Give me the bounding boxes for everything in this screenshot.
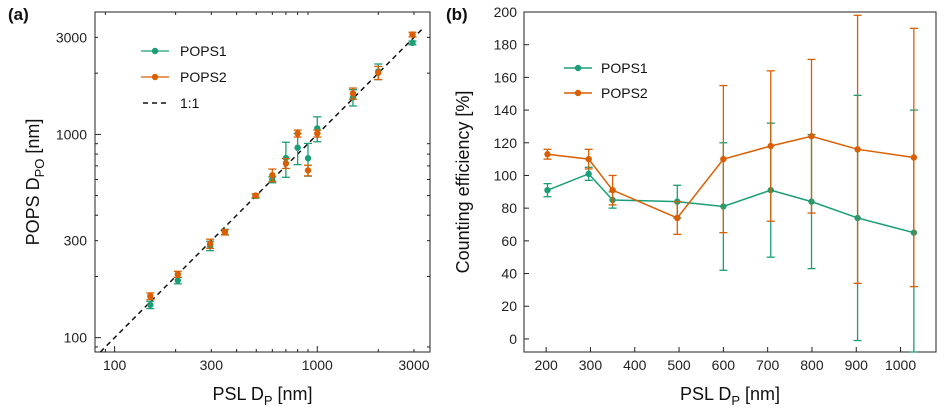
pops2-point-b (910, 154, 918, 161)
y-axis-title-a-main: POPS D (23, 177, 43, 245)
y-tick-label-b: 200 (494, 4, 518, 20)
pops2-point-a (174, 271, 182, 278)
panel-a-label: (a) (8, 5, 29, 24)
x-axis-title-b-unit: [nm] (740, 384, 780, 404)
pops2-point-a (269, 171, 276, 179)
legend-label-a-ref: 1:1 (180, 95, 200, 111)
pops2-point-b (767, 142, 774, 150)
pops1-point-a (174, 277, 182, 284)
pops2-point-b (854, 146, 861, 153)
pops2-point-a (206, 240, 214, 247)
y-tick-label-a: 1000 (56, 126, 87, 142)
pops1-point-b (585, 170, 592, 178)
panel-b-label: (b) (446, 5, 468, 24)
y-tick-label-b: 80 (501, 200, 517, 216)
legend-label-a-pops2: POPS2 (180, 69, 227, 85)
x-axis-title-b-subscript: P (731, 393, 740, 408)
x-tick-label-b: 200 (534, 357, 558, 373)
legend-marker-a-pops2 (151, 73, 159, 81)
pops2-point-a (314, 130, 321, 137)
y-tick-label-a: 100 (64, 330, 88, 346)
legend-label-b-pops1: POPS1 (601, 60, 648, 76)
x-tick-label-b: 400 (623, 357, 647, 373)
pops2-point-b (808, 133, 815, 140)
x-tick-label-a: 100 (103, 357, 127, 373)
y-axis-title-a: POPS DPO [nm] (23, 119, 47, 246)
pops2-point-b (544, 151, 551, 158)
legend-marker-b-pops2 (574, 89, 582, 97)
y-tick-label-b: 0 (509, 331, 517, 347)
x-tick-label-a: 1000 (302, 357, 333, 373)
x-tick-label-b: 600 (712, 357, 736, 373)
x-tick-label-b: 1000 (885, 357, 916, 373)
x-axis-title-a-unit: [nm] (273, 384, 313, 404)
y-tick-label-b: 60 (501, 233, 517, 249)
y-axis-title-a-unit: [nm] (23, 119, 43, 159)
legend-label-b-pops2: POPS2 (601, 85, 648, 101)
y-tick-label-b: 160 (494, 69, 518, 85)
y-tick-label-a: 3000 (56, 29, 87, 45)
y-tick-label-b: 120 (494, 135, 518, 151)
pops2-point-b (609, 186, 616, 194)
y-tick-label-a: 300 (64, 233, 88, 249)
x-tick-label-a: 3000 (398, 357, 429, 373)
pops2-point-a (304, 167, 312, 174)
x-axis-title-a-main: PSL D (212, 384, 263, 404)
x-tick-label-b: 800 (800, 357, 824, 373)
pops2-point-a (147, 292, 154, 300)
legend-marker-b-pops1 (574, 64, 582, 72)
reference-line-1-1 (99, 28, 423, 353)
pops1-point-a (147, 301, 154, 309)
x-tick-label-b: 700 (756, 357, 780, 373)
y-tick-label-b: 100 (494, 167, 518, 183)
y-tick-label-b: 140 (494, 102, 518, 118)
pops2-point-a (294, 130, 301, 137)
pops2-point-b (720, 155, 727, 163)
y-tick-label-b: 40 (501, 266, 517, 282)
y-axis-title-b: Counting efficiency [%] (453, 91, 473, 274)
x-tick-label-b: 300 (579, 357, 603, 373)
pops1-point-b (544, 186, 551, 194)
pops2-point-b (674, 214, 681, 222)
legend-label-a-pops1: POPS1 (180, 43, 227, 59)
y-tick-label-b: 20 (501, 298, 517, 314)
x-axis-title-b: PSL DP [nm] (680, 384, 780, 408)
plot-b-frame (523, 11, 937, 353)
pops1-point-a (294, 144, 301, 151)
pops2-point-a (221, 229, 229, 236)
x-axis-title-b-main: PSL D (680, 384, 731, 404)
pops2-point-a (375, 69, 382, 76)
pops2-point-a (282, 160, 290, 167)
pops1-point-a (304, 155, 312, 162)
x-tick-label-b: 500 (667, 357, 691, 373)
x-axis-title-a-subscript: P (264, 393, 273, 408)
pops1-point-a (409, 39, 416, 47)
pops2-point-a (409, 31, 416, 38)
y-axis-title-a-subscript: PO (32, 159, 47, 178)
pops2-point-a (349, 90, 357, 97)
x-tick-label-b: 900 (845, 357, 869, 373)
y-tick-label-b: 180 (494, 37, 518, 53)
pops2-point-b (585, 155, 592, 163)
plot-a-frame (94, 11, 431, 353)
pops2-point-a (252, 192, 259, 199)
pops1-line-b (547, 172, 915, 234)
x-axis-title-a: PSL DP [nm] (212, 384, 312, 408)
x-tick-label-a: 300 (200, 357, 224, 373)
legend-marker-a-pops1 (151, 47, 159, 55)
